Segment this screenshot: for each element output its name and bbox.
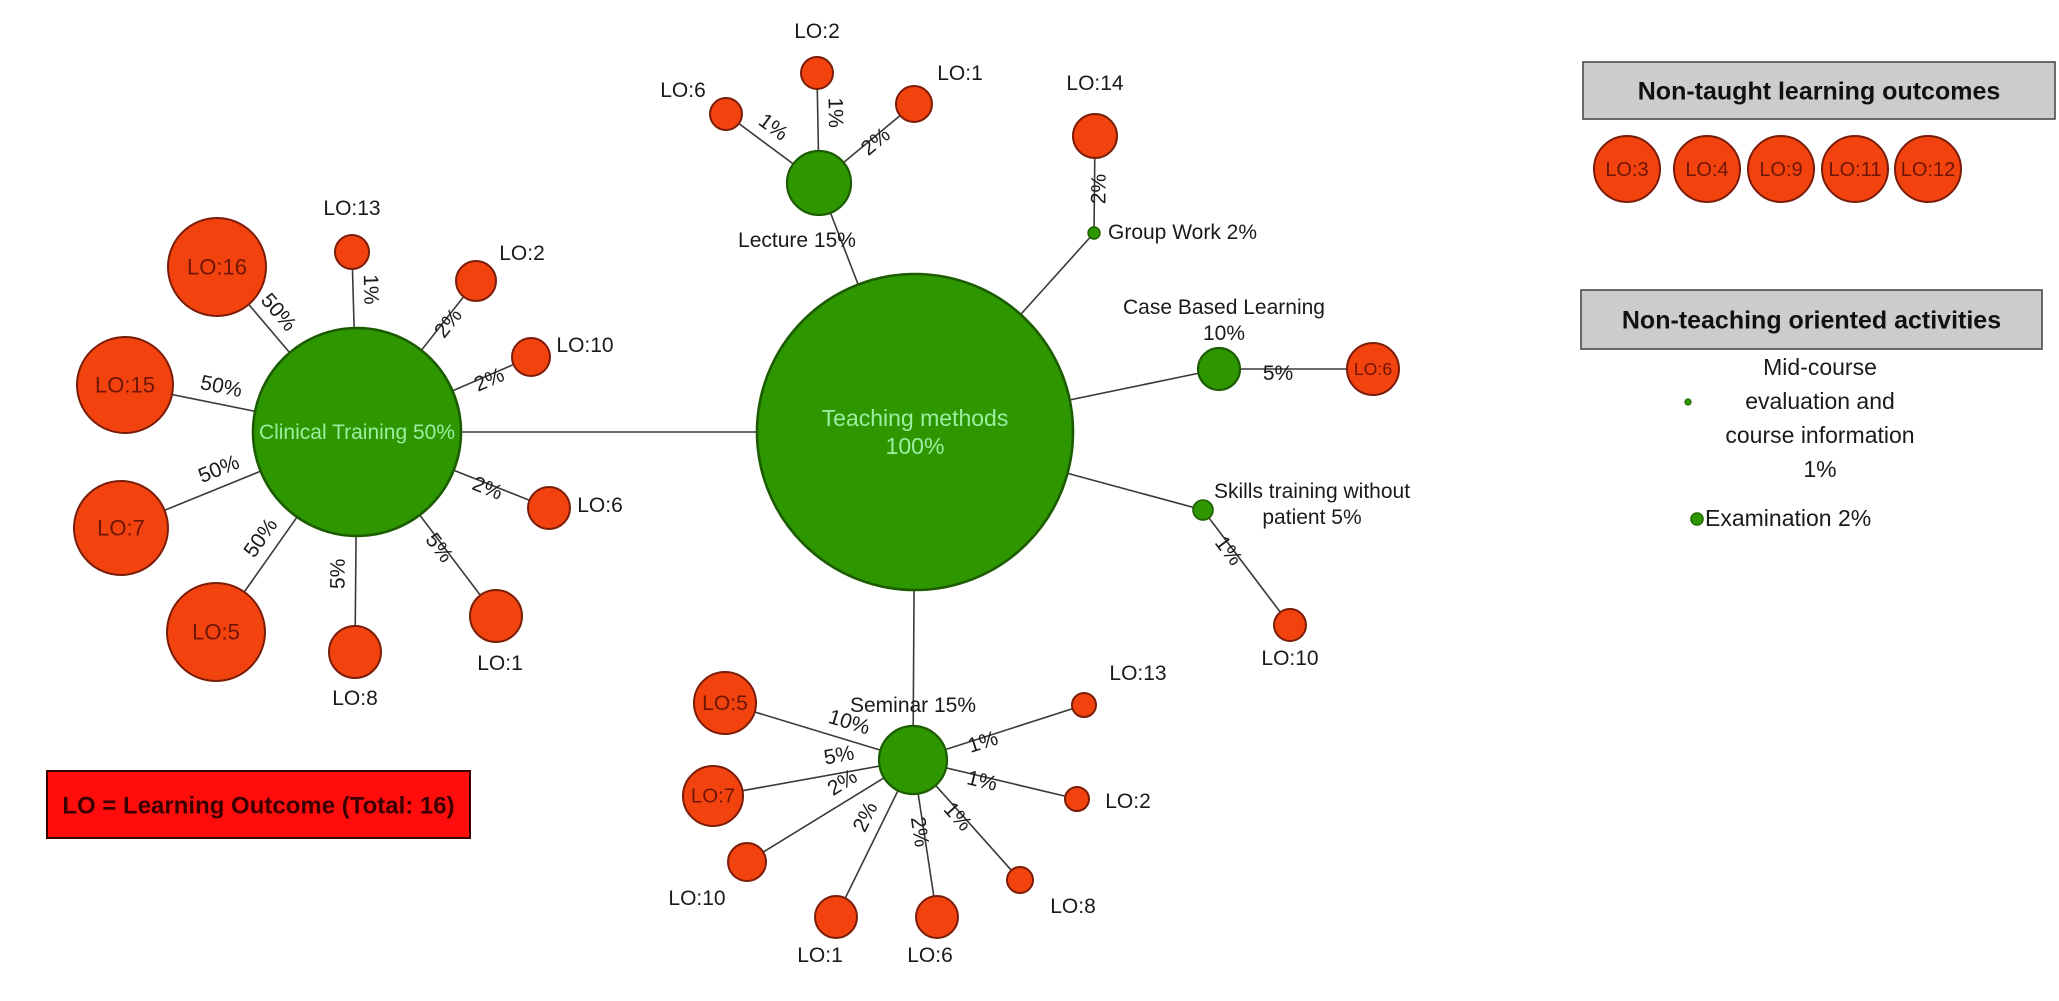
svg-text:LO:7: LO:7 xyxy=(691,786,735,808)
svg-text:Group Work 2%: Group Work 2% xyxy=(1108,221,1257,244)
svg-text:LO = Learning Outcome (Total:: LO = Learning Outcome (Total: 16) xyxy=(62,793,454,820)
svg-text:LO:10: LO:10 xyxy=(556,334,613,357)
svg-text:2%: 2% xyxy=(430,304,467,342)
svg-text:LO:5: LO:5 xyxy=(192,619,240,644)
svg-text:1%: 1% xyxy=(939,798,976,836)
svg-text:5%: 5% xyxy=(822,741,856,769)
svg-text:LO:2: LO:2 xyxy=(499,242,545,265)
svg-text:LO:6: LO:6 xyxy=(660,79,706,102)
svg-text:2%: 2% xyxy=(471,363,508,396)
svg-text:LO:11: LO:11 xyxy=(1829,159,1882,181)
svg-text:LO:1: LO:1 xyxy=(797,944,843,967)
svg-text:2%: 2% xyxy=(857,123,895,160)
svg-text:LO:6: LO:6 xyxy=(577,494,623,517)
svg-text:LO:6: LO:6 xyxy=(907,944,953,967)
svg-text:LO:4: LO:4 xyxy=(1685,159,1728,181)
svg-text:LO:7: LO:7 xyxy=(97,515,145,540)
svg-text:50%: 50% xyxy=(256,289,301,336)
svg-text:LO:15: LO:15 xyxy=(95,372,155,397)
svg-text:LO:10: LO:10 xyxy=(668,887,725,910)
svg-text:2%: 2% xyxy=(849,798,883,835)
svg-text:LO:10: LO:10 xyxy=(1261,647,1318,670)
svg-text:5%: 5% xyxy=(327,559,350,590)
svg-text:Clinical Training 50%: Clinical Training 50% xyxy=(259,421,455,444)
svg-text:1%: 1% xyxy=(359,274,383,305)
svg-text:1%: 1% xyxy=(965,766,1000,795)
svg-text:5%: 5% xyxy=(1263,362,1293,385)
svg-text:5%: 5% xyxy=(421,529,458,567)
svg-text:LO:1: LO:1 xyxy=(937,62,983,85)
svg-text:LO:2: LO:2 xyxy=(1105,790,1151,813)
svg-text:LO:1: LO:1 xyxy=(477,652,523,675)
svg-text:LO:9: LO:9 xyxy=(1759,159,1802,181)
svg-text:LO:8: LO:8 xyxy=(332,687,378,710)
svg-text:Examination 2%: Examination 2% xyxy=(1705,505,1871,531)
svg-text:LO:16: LO:16 xyxy=(187,254,247,279)
svg-text:50%: 50% xyxy=(239,514,282,562)
svg-text:1%: 1% xyxy=(965,727,1001,758)
svg-text:LO:8: LO:8 xyxy=(1050,895,1096,918)
svg-text:2%: 2% xyxy=(1087,174,1110,205)
svg-text:Lecture 15%: Lecture 15% xyxy=(738,229,856,252)
svg-text:50%: 50% xyxy=(198,371,244,402)
svg-text:Non-taught learning outcomes: Non-taught learning outcomes xyxy=(1638,78,2001,106)
svg-text:LO:6: LO:6 xyxy=(1354,359,1392,379)
svg-text:LO:5: LO:5 xyxy=(702,692,748,715)
svg-text:LO:14: LO:14 xyxy=(1066,72,1124,95)
svg-text:2%: 2% xyxy=(906,815,933,848)
svg-text:LO:12: LO:12 xyxy=(1901,159,1955,181)
svg-text:Seminar 15%: Seminar 15% xyxy=(850,694,976,717)
svg-text:2%: 2% xyxy=(469,472,506,505)
svg-text:LO:3: LO:3 xyxy=(1605,159,1648,181)
svg-text:LO:13: LO:13 xyxy=(1109,662,1166,685)
svg-text:LO:2: LO:2 xyxy=(794,20,840,43)
svg-text:1%: 1% xyxy=(823,97,847,128)
svg-text:Non-teaching oriented activiti: Non-teaching oriented activities xyxy=(1622,307,2001,335)
svg-text:1%: 1% xyxy=(1210,532,1247,570)
svg-text:LO:13: LO:13 xyxy=(323,197,380,220)
